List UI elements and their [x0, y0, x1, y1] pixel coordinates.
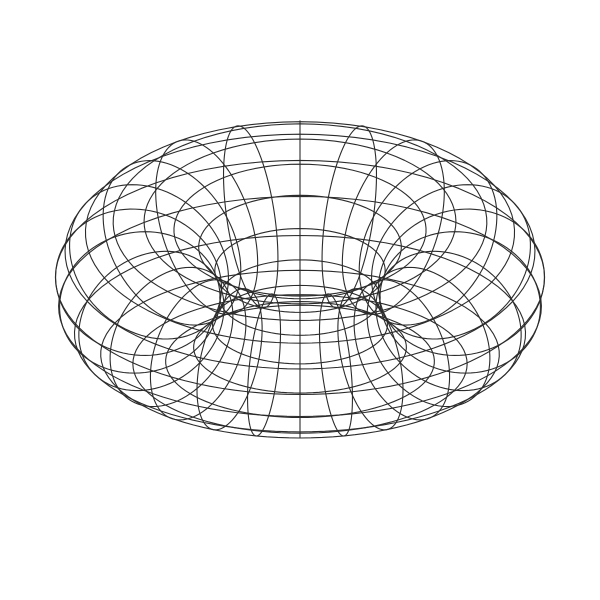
torus-lines — [55, 121, 544, 438]
torus-wireframe — [0, 0, 600, 600]
meridian-line — [367, 267, 490, 406]
meridian-line — [60, 232, 220, 373]
meridian-line — [380, 232, 540, 373]
meridian-line — [110, 267, 233, 406]
